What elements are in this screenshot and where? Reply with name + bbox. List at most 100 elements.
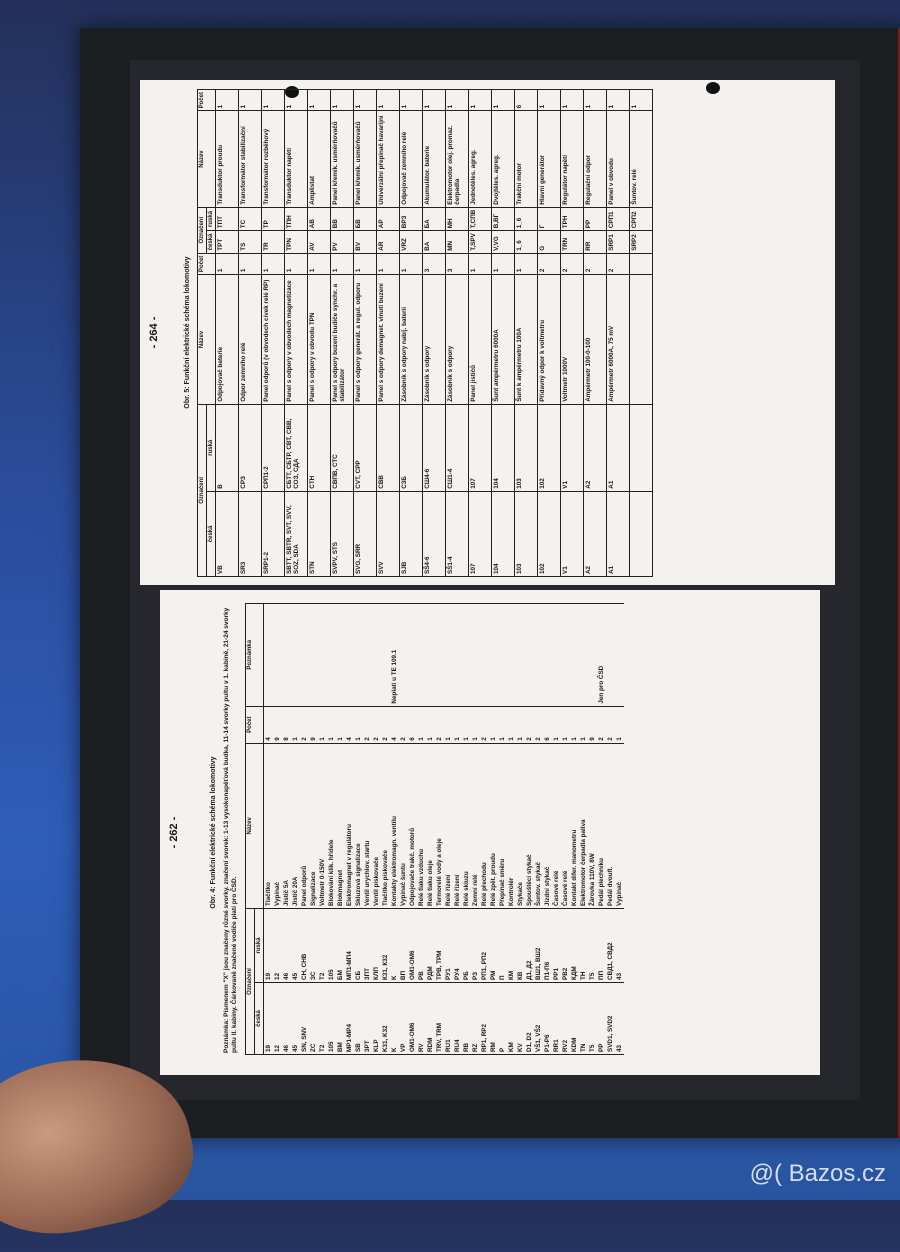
table-cell: ВВ (330, 207, 354, 231)
table-cell: A2 (583, 491, 607, 577)
table-cell: AR (376, 230, 400, 254)
table-cell: ВП (399, 908, 409, 983)
table-cell: T2 (318, 908, 328, 983)
table-cell: T2 (318, 982, 328, 1055)
table-row: KM КМ Kontrolér 1 (507, 603, 517, 1055)
table-cell (629, 404, 653, 492)
table-row: SŠ4-6 СШ4-6 Zásobník s odpory 3 BA БА Akumulát… (422, 89, 446, 577)
table-cell: 6 (543, 706, 553, 744)
table-cell: G (537, 230, 561, 254)
table-cell: Akumulátor. baterie (422, 110, 446, 208)
table-cell (570, 603, 580, 707)
header-ruska: ruská (206, 404, 216, 492)
table-cell: Elektromotor olej. promaz. čerpadla (445, 110, 469, 208)
table-cell: 1 (471, 706, 481, 744)
table-row: VŠ1, VŠ2 ВШ1, ВШ2 Šuntov. stykač 2 (534, 603, 544, 1055)
table-cell: Transformátor stabilizační (238, 110, 262, 208)
table-cell: Časové relé (552, 743, 562, 909)
table-cell: Tlačítko (263, 743, 274, 909)
table-row: T2 T2 Voltmetr 0-150V 1 (318, 603, 328, 1055)
table-cell: Panel s odpory v obvodu TPN (307, 274, 331, 405)
table-cell: RM (489, 982, 499, 1055)
table-cell: 45 (291, 908, 301, 983)
table-cell: CVT, CPP (353, 404, 377, 492)
table-cell (354, 603, 364, 707)
table-cell: Zásobník s odpory nabíj. baterií (399, 274, 423, 405)
table-cell: 1 (606, 89, 630, 111)
table-cell: 1 (514, 253, 538, 275)
table-cell: 2 (606, 706, 616, 744)
table-cell: 1 (561, 706, 571, 744)
table-cell: TP (261, 207, 285, 231)
table-cell: PP (597, 982, 607, 1055)
table-cell: Přídavný odpor k voltmetru (537, 274, 561, 405)
table-cell: RB (462, 982, 472, 1055)
table-cell: SRP1-2 (261, 491, 285, 577)
table-cell: K (390, 908, 400, 983)
table-cell: 1 (307, 253, 331, 275)
table-row: VP ВП Vypínač šuntu 2 (399, 603, 409, 1055)
table-cell: СРЗ (238, 404, 262, 492)
table-cell: SŠ4-6 (422, 491, 446, 577)
table-cell: RR1 (552, 982, 562, 1055)
table-cell: СБ (354, 908, 364, 983)
table-cell: Relé skluzu (462, 743, 472, 909)
table-row: TRV, TRM ТРВ, ТРМ Termorelé vody a oleje 2 (435, 603, 445, 1055)
table-row: RU1 РУ1 Relé řízení 1 (444, 603, 454, 1055)
table-cell: Elektromotor čerpadla paliva (579, 743, 589, 909)
table-cell: RZ (471, 982, 481, 1055)
table-cell: 1 (353, 89, 377, 111)
table-cell: 1 (516, 706, 526, 744)
table-row: 102 102 Přídavný odpor k voltmetru 2 G Г Hlavn… (537, 89, 561, 577)
table-cell: 1 (376, 253, 400, 275)
table-cell: RDM (426, 982, 436, 1055)
table-cell: Dvojtěles. agreg. (491, 110, 515, 208)
table-cell: 1 (507, 706, 517, 744)
table-cell: 43 (615, 908, 625, 983)
table-cell: Jistič 5A (282, 743, 292, 909)
table-cell: TPN (284, 230, 308, 254)
table-cell: 1 (376, 89, 400, 111)
table-cell: КВ (516, 908, 526, 983)
table-cell: KM (507, 982, 517, 1055)
table-cell: TC (238, 207, 262, 231)
table-cell: 1 (498, 706, 508, 744)
table-cell: A1 (606, 404, 630, 492)
table-cell: T,SPV (468, 230, 492, 254)
table-cell: ТН (579, 908, 589, 983)
table-cell: Spouštěcí stykač (525, 743, 535, 909)
table-cell: 2 (381, 706, 391, 744)
table-cell: 1 (318, 706, 328, 744)
table-cell: 2 (537, 253, 561, 275)
table-cell: ТРВ, ТРМ (435, 908, 445, 983)
table-cell: AP (376, 207, 400, 231)
table-cell: 1 (462, 706, 472, 744)
table-row: SŠ1-4 СШ1-4 Zásobník s odpory 3 MN МН Elektrom… (445, 89, 469, 577)
table-cell: 1 (330, 253, 354, 275)
table-cell: Šuntov. relé (629, 110, 653, 208)
table-cell: Transformátor rozběhový (261, 110, 285, 208)
table-cell: Panel v obvodu (606, 110, 630, 208)
table-cell (291, 603, 301, 707)
table-row: 105 105 Blokování klik. hřídele 1 (327, 603, 337, 1055)
table-cell: SB (354, 982, 364, 1055)
table-cell: Hlavní generátor (537, 110, 561, 208)
table-cell: 2 (399, 706, 409, 744)
table-cell: Ventil pískovače (372, 743, 382, 909)
table-row: K K Kontakty elektromagn. ventilu 4 Neplatí … (390, 603, 400, 1055)
table-row: V1 V1 Voltmetr 1000V 2 TRN ТРН Regulátor napět… (560, 89, 584, 577)
table-cell: Časové relé (561, 743, 571, 909)
table-cell: 2 (525, 706, 535, 744)
table-cell (426, 603, 436, 707)
table-row: SVD1, SVD2 СВД1, СВД2 Pedál dvoufl. 2 (606, 603, 616, 1055)
table-cell: ЗС (309, 908, 319, 983)
table-cell: V1 (560, 404, 584, 492)
table-cell: Žárovka 110V, 8W (588, 743, 598, 909)
table-cell: 1 (399, 253, 423, 275)
table-row: BM БМ Blokmagnet 1 (336, 603, 346, 1055)
table-cell: Šunt k ampérmetru 100A (514, 274, 538, 405)
table-cell: MP1-MP4 (345, 982, 355, 1055)
table-cell: D1, D2 (525, 982, 535, 1055)
table-cell: МП1-МП4 (345, 908, 355, 983)
table-cell: 1 (261, 89, 285, 111)
